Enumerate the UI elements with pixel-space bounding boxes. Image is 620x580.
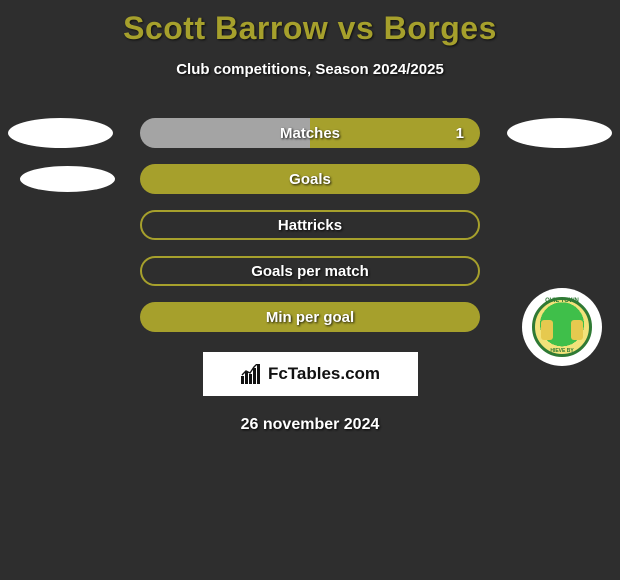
crest-lion-left <box>541 320 553 340</box>
crest-text-top: OVIL TOWN <box>535 298 589 304</box>
crest-lion-right <box>571 320 583 340</box>
player-right-badge <box>507 118 612 148</box>
stat-label: Goals per match <box>251 263 369 280</box>
stat-label: Hattricks <box>278 217 342 234</box>
stat-pill-matches: Matches 1 <box>140 118 480 148</box>
stat-label: Goals <box>289 171 331 188</box>
stat-row: Goals per match <box>0 248 620 294</box>
generated-date: 26 november 2024 <box>0 416 620 434</box>
player-left-badge-small <box>20 166 115 192</box>
stat-label: Matches <box>280 125 340 142</box>
source-logo-text: FcTables.com <box>268 364 380 384</box>
crest-text-bottom: HIEVE BY <box>535 348 589 354</box>
stat-pill-gpm: Goals per match <box>140 256 480 286</box>
club-crest: OVIL TOWN HIEVE BY <box>522 288 602 366</box>
stat-rows: Matches 1 Goals Hattricks Goals per matc… <box>0 110 620 340</box>
comparison-card: Scott Barrow vs Borges Club competitions… <box>0 0 620 434</box>
crest-art: OVIL TOWN HIEVE BY <box>532 297 592 357</box>
player-left-badge <box>8 118 113 148</box>
stat-row: Goals <box>0 156 620 202</box>
bars-icon <box>240 364 264 384</box>
stat-pill-mpg: Min per goal <box>140 302 480 332</box>
stat-pill-hattricks: Hattricks <box>140 210 480 240</box>
stat-pill-goals: Goals <box>140 164 480 194</box>
page-title: Scott Barrow vs Borges <box>0 0 620 47</box>
stat-row: Matches 1 <box>0 110 620 156</box>
stat-value-right: 1 <box>456 125 464 142</box>
source-logo: FcTables.com <box>203 352 418 396</box>
page-subtitle: Club competitions, Season 2024/2025 <box>0 61 620 78</box>
stat-row: Hattricks <box>0 202 620 248</box>
stat-label: Min per goal <box>266 309 354 326</box>
